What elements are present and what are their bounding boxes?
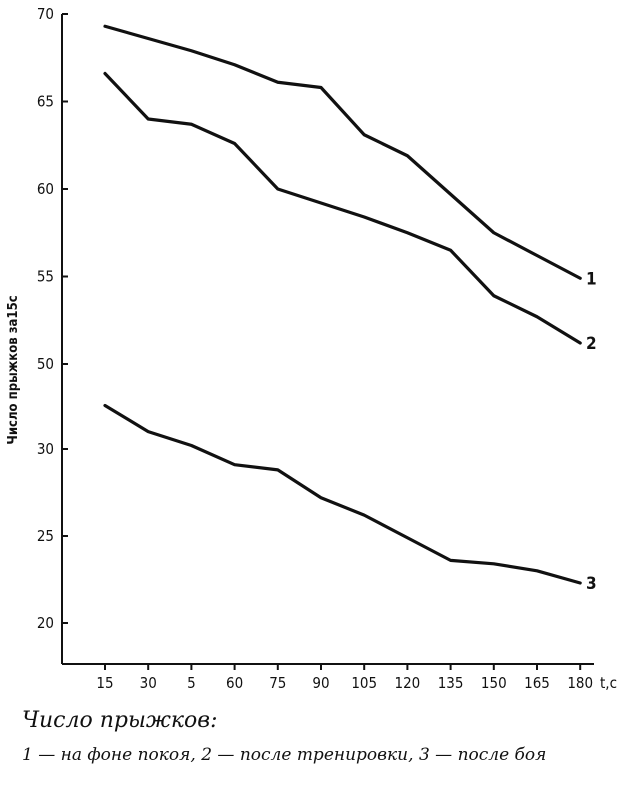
y-ticks: 70 65 60 55 50 30 25 20: [37, 5, 68, 632]
x-tick-label: 135: [438, 674, 464, 692]
series-label-1: 1: [586, 269, 597, 289]
series-label-2: 2: [586, 334, 597, 354]
x-tick-label: 150: [481, 674, 507, 692]
x-tick-label: 105: [351, 674, 377, 692]
y-tick-label: 65: [37, 93, 54, 111]
y-tick-label: 55: [37, 268, 54, 286]
x-tick-label: 5: [187, 674, 196, 692]
series-line-3: [103, 403, 582, 585]
y-axis-label: Число прыжков за15с: [6, 295, 21, 444]
series-lines: 1 2 3: [103, 24, 597, 594]
x-tick-label: 165: [524, 674, 550, 692]
series-line-1: [103, 24, 582, 280]
x-tick-label: 75: [269, 674, 286, 692]
y-tick-label: 30: [37, 440, 54, 458]
x-tick-label: 180: [567, 674, 593, 692]
x-tick-label: 120: [395, 674, 421, 692]
x-tick-label: 60: [226, 674, 243, 692]
y-tick-label: 20: [37, 614, 54, 632]
series-label-3: 3: [586, 574, 597, 594]
x-ticks: 15 30 5 60 75 90 105 120 135 150 165 180: [96, 664, 593, 692]
line-chart: 70 65 60 55 50 30 25 20 15 30 5 60 75 90 105 120 135 150…: [6, 5, 617, 692]
figure-caption-title: Число прыжков:: [22, 708, 218, 733]
figure-caption-body: 1 — на фоне покоя, 2 — после тренировки,…: [22, 745, 547, 765]
x-unit-label: t,c: [600, 674, 617, 692]
y-tick-label: 70: [37, 5, 54, 23]
x-tick-label: 15: [96, 674, 113, 692]
y-tick-label: 25: [37, 527, 54, 545]
y-tick-label: 50: [37, 355, 54, 373]
y-tick-label: 60: [37, 180, 54, 198]
axes: [61, 14, 594, 665]
series-line-2: [103, 71, 582, 345]
x-tick-label: 30: [140, 674, 157, 692]
x-tick-label: 90: [312, 674, 329, 692]
